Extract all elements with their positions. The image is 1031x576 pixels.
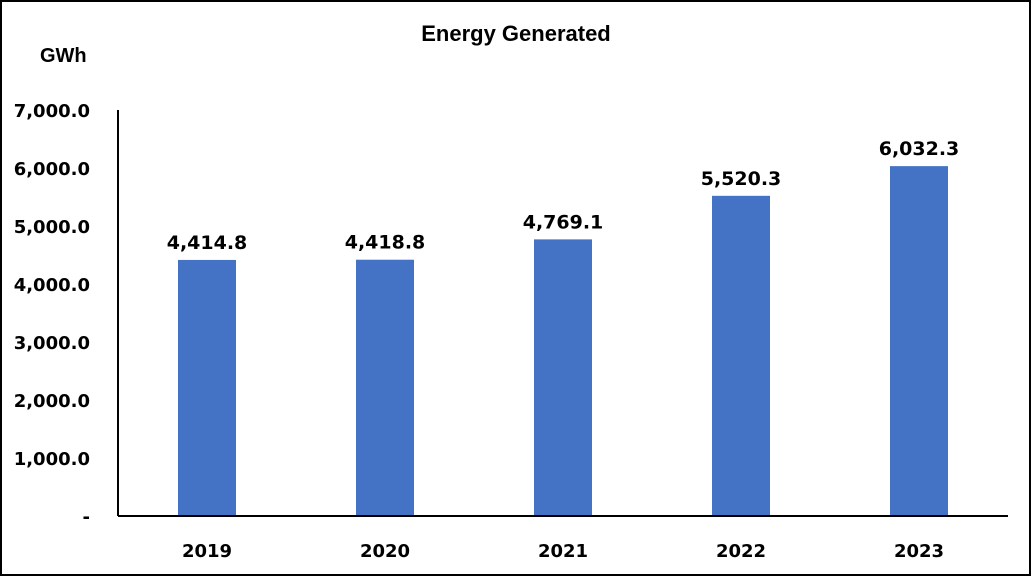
bar-2019 <box>178 259 236 516</box>
x-tick-label-2022: 2022 <box>716 541 766 562</box>
y-tick-label: - <box>83 507 90 528</box>
y-axis-unit-label: GWh <box>40 45 87 67</box>
y-tick-label: 7,000.0 <box>14 101 90 122</box>
y-axis-tick-labels: - 1,000.0 2,000.0 3,000.0 4,000.0 5,000.0 6,00… <box>14 101 90 528</box>
y-tick-label: 2,000.0 <box>14 391 90 412</box>
data-label-2020: 4,418.8 <box>345 232 426 254</box>
y-tick-label: 3,000.0 <box>14 333 90 354</box>
y-tick-label: 6,000.0 <box>14 159 90 180</box>
bars <box>178 166 948 517</box>
x-tick-label-2019: 2019 <box>182 541 232 562</box>
chart-title: Energy Generated <box>421 21 611 46</box>
data-labels: 4,414.8 4,418.8 4,769.1 5,520.3 6,032.3 <box>167 138 960 254</box>
bar-2023 <box>890 166 948 517</box>
x-tick-label-2021: 2021 <box>538 541 588 562</box>
y-tick-label: 4,000.0 <box>14 275 90 296</box>
y-tick-label: 1,000.0 <box>14 449 90 470</box>
bar-2022 <box>712 195 770 516</box>
bar-2020 <box>356 259 414 516</box>
bar-2021 <box>534 239 592 516</box>
x-axis-tick-labels: 2019 2020 2021 2022 2023 <box>182 541 944 562</box>
x-tick-label-2020: 2020 <box>360 541 410 562</box>
y-tick-label: 5,000.0 <box>14 217 90 238</box>
x-tick-label-2023: 2023 <box>894 541 944 562</box>
data-label-2019: 4,414.8 <box>167 232 248 254</box>
data-label-2021: 4,769.1 <box>523 211 604 233</box>
data-label-2023: 6,032.3 <box>879 138 960 160</box>
data-label-2022: 5,520.3 <box>701 168 782 190</box>
